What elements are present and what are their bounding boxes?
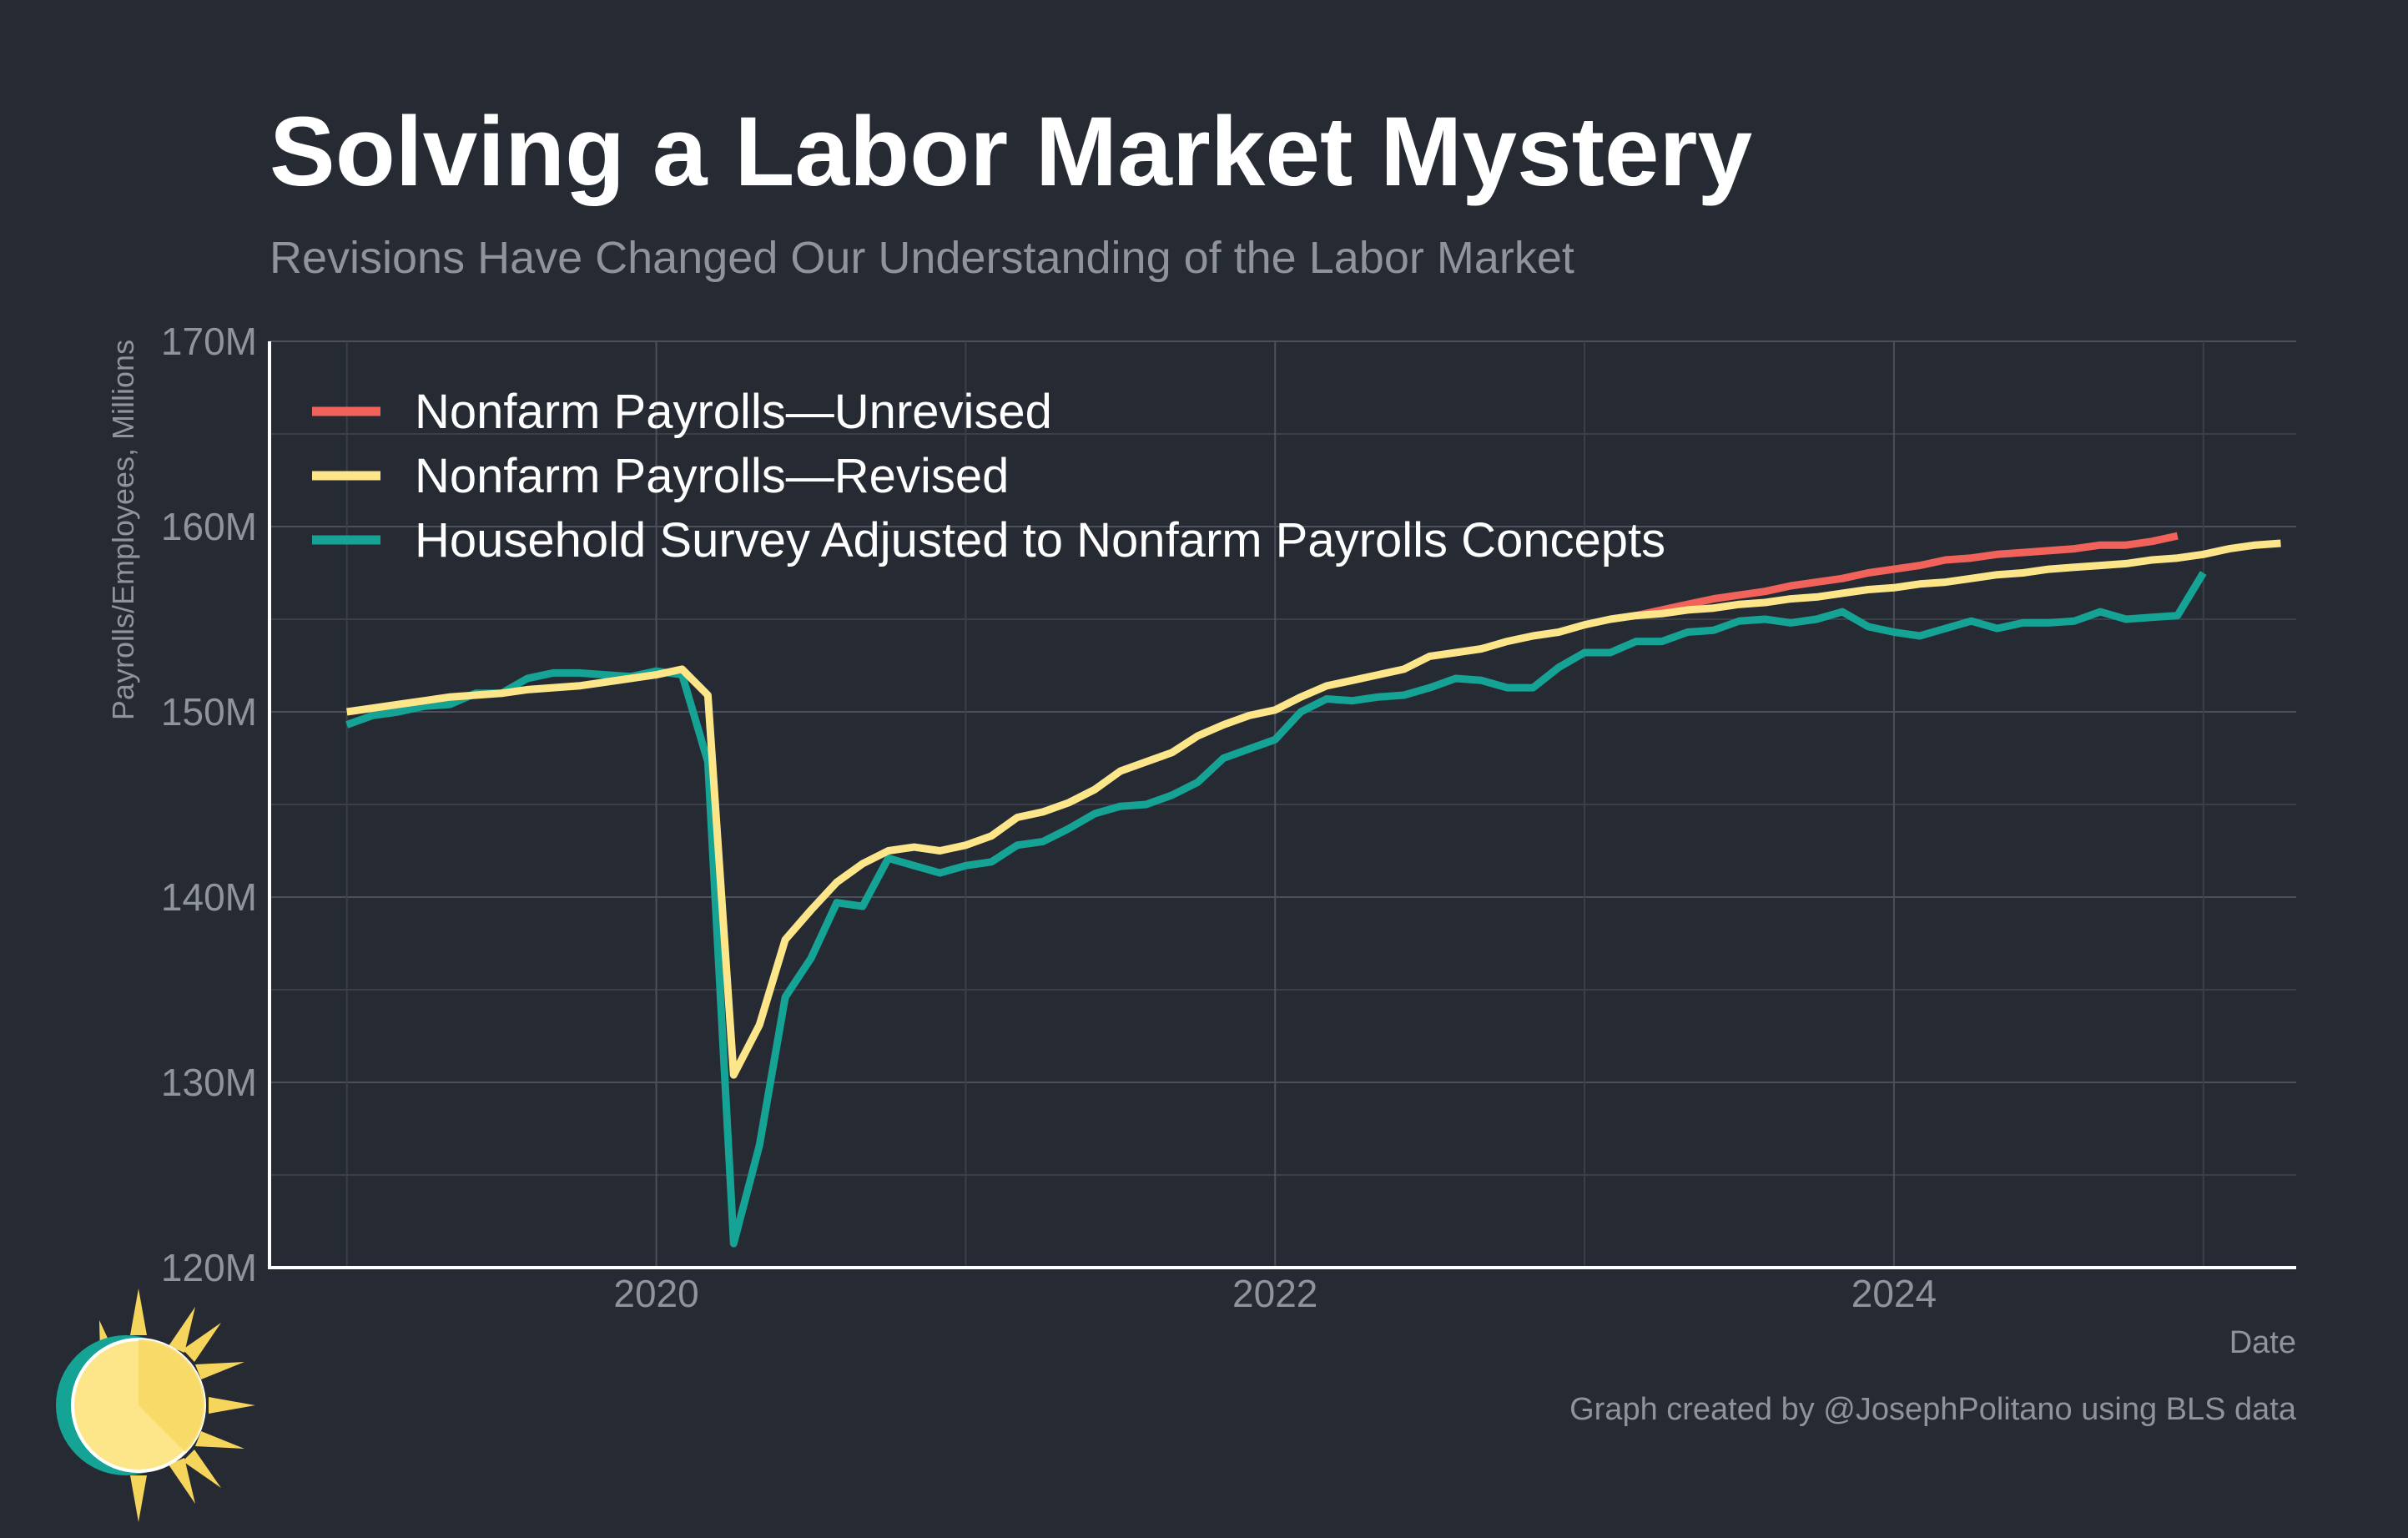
legend-label: Household Survey Adjusted to Nonfarm Pay… [415, 513, 1665, 567]
legend-label: Nonfarm Payrolls—Unrevised [415, 385, 1052, 439]
series-line [346, 539, 2281, 1079]
x-tick-label: 2020 [613, 1272, 698, 1315]
caption: Graph created by @JosephPolitano using B… [1569, 1392, 2297, 1427]
sun-rays-icon [99, 1288, 255, 1522]
legend: Nonfarm Payrolls—Unrevised Nonfarm Payrol… [312, 385, 1665, 567]
x-tick-label: 2024 [1851, 1272, 1937, 1315]
sun-logo [56, 1288, 255, 1522]
legend-label: Nonfarm Payrolls—Revised [415, 449, 1009, 503]
axes: 120M 130M 140M 150M 160M 170M 2020 2022 2024 [161, 320, 2296, 1315]
y-tick-label: 120M [161, 1246, 257, 1289]
y-tick-label: 150M [161, 690, 257, 734]
chart-subtitle: Revisions Have Changed Our Understanding… [270, 233, 1574, 283]
y-tick-label: 160M [161, 505, 257, 548]
gridlines [270, 340, 2296, 1268]
x-tick-label: 2022 [1232, 1272, 1317, 1315]
chart-title: Solving a Labor Market Mystery [270, 97, 1752, 207]
y-tick-label: 170M [161, 320, 257, 363]
y-axis-label: Payrolls/Employees, Millions [106, 340, 140, 720]
series-lines [345, 532, 2281, 1248]
y-tick-label: 130M [161, 1061, 257, 1104]
y-tick-label: 140M [161, 875, 257, 919]
sun-shade-icon [139, 1339, 205, 1452]
series-line [1635, 532, 2179, 619]
x-axis-label: Date [2229, 1325, 2296, 1360]
